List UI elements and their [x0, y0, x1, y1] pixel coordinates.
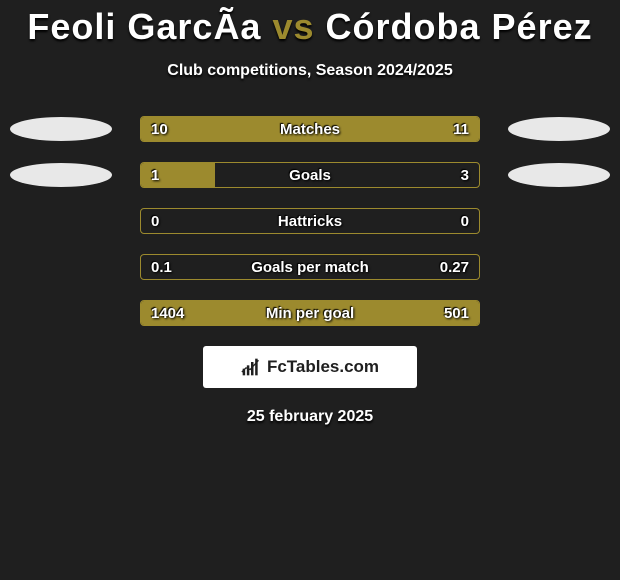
player1-name: Feoli GarcÃa [27, 6, 261, 47]
comparison-chart: 1011Matches 13Goals 00Hattricks 0.10.27Goal… [0, 116, 620, 326]
vs-separator: vs [272, 6, 314, 47]
metric-label: Hattricks [141, 209, 479, 234]
page-title: Feoli GarcÃa vs Córdoba Pérez [0, 0, 620, 48]
stat-row: 0.10.27Goals per match [0, 254, 620, 280]
metric-label: Matches [141, 117, 479, 142]
metric-label: Min per goal [141, 301, 479, 326]
bar-chart-icon [241, 357, 261, 377]
bar-track: 1011Matches [140, 116, 480, 142]
bar-track: 00Hattricks [140, 208, 480, 234]
player1-avatar [10, 163, 112, 187]
bar-track: 13Goals [140, 162, 480, 188]
player2-name: Córdoba Pérez [326, 6, 593, 47]
player2-avatar [508, 163, 610, 187]
player1-avatar [10, 117, 112, 141]
stat-row: 1011Matches [0, 116, 620, 142]
stat-row: 13Goals [0, 162, 620, 188]
player2-avatar [508, 117, 610, 141]
subtitle: Club competitions, Season 2024/2025 [0, 62, 620, 80]
date-label: 25 february 2025 [0, 408, 620, 426]
stat-row: 00Hattricks [0, 208, 620, 234]
metric-label: Goals per match [141, 255, 479, 280]
bar-track: 0.10.27Goals per match [140, 254, 480, 280]
stat-row: 1404501Min per goal [0, 300, 620, 326]
fctables-logo: FcTables.com [203, 346, 417, 388]
logo-text: FcTables.com [267, 357, 379, 377]
bar-track: 1404501Min per goal [140, 300, 480, 326]
metric-label: Goals [141, 163, 479, 188]
